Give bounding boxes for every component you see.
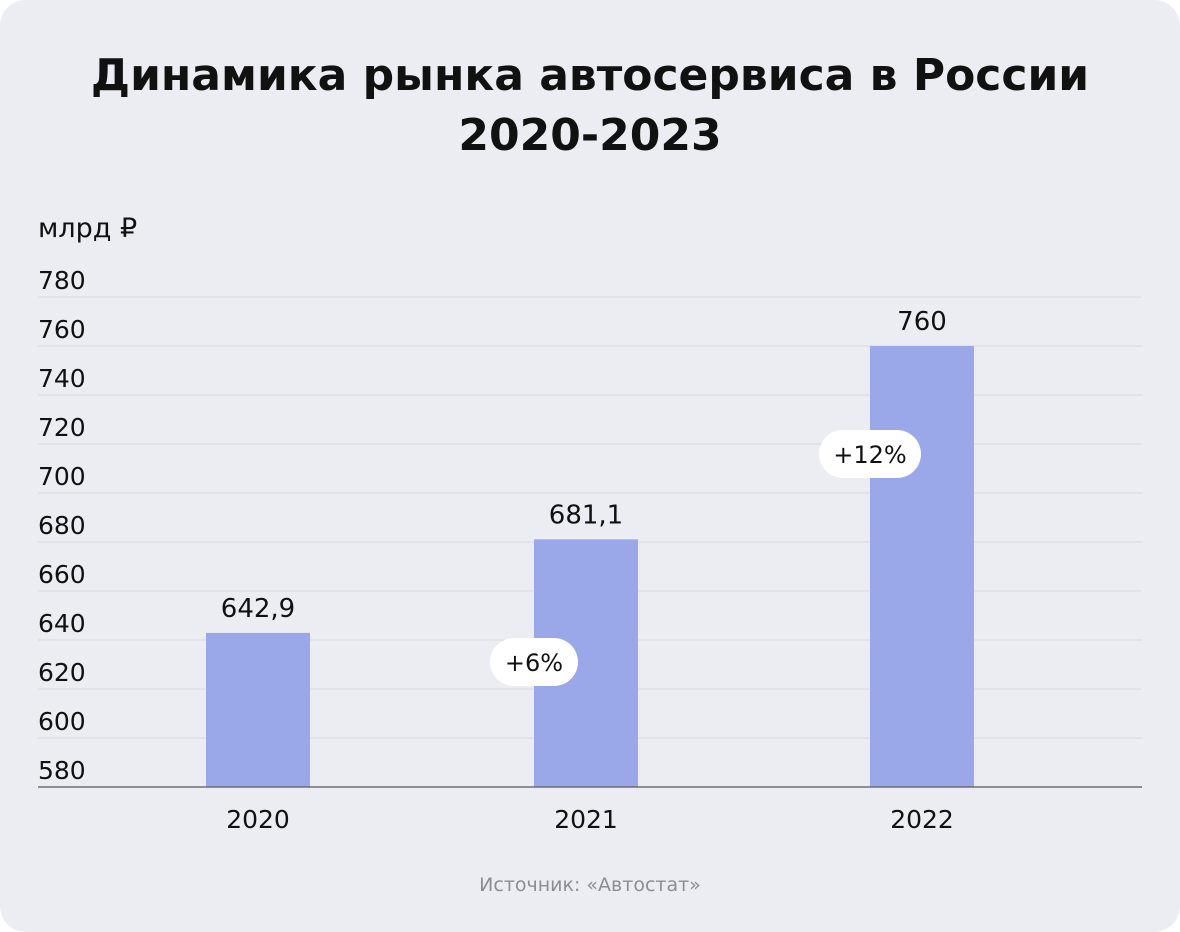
bar — [870, 346, 974, 787]
y-tick-label: 760 — [38, 315, 86, 344]
growth-badge — [490, 638, 578, 686]
y-tick-label: 580 — [38, 756, 86, 785]
y-tick-label: 600 — [38, 707, 86, 736]
y-axis-unit-label: млрд ₽ — [38, 213, 138, 244]
x-tick-label: 2022 — [890, 805, 954, 834]
chart-title-line-1: Динамика рынка автосервиса в России — [90, 50, 1090, 101]
source-note: Источник: «Автостат» — [479, 874, 701, 896]
y-tick-label: 700 — [38, 462, 86, 491]
y-tick-label: 680 — [38, 511, 86, 540]
y-tick-label: 660 — [38, 560, 86, 589]
y-tick-label: 640 — [38, 609, 86, 638]
x-tick-label: 2021 — [554, 805, 618, 834]
y-tick-label: 620 — [38, 658, 86, 687]
bar-value-label: 760 — [897, 307, 947, 337]
x-tick-label: 2020 — [226, 805, 290, 834]
bar-value-label: 681,1 — [549, 500, 623, 530]
growth-badge — [819, 430, 921, 478]
y-tick-label: 720 — [38, 413, 86, 442]
y-tick-label: 740 — [38, 364, 86, 393]
chart-title-line-2: 2020-2023 — [458, 110, 722, 161]
bar-value-label: 642,9 — [221, 594, 295, 624]
chart-title: Динамика рынка автосервиса в России 2020… — [0, 46, 1180, 166]
growth-badge-label: +12% — [833, 441, 906, 469]
y-tick-label: 780 — [38, 266, 86, 295]
growth-badge-label: +6% — [505, 649, 563, 677]
bar — [206, 632, 310, 787]
